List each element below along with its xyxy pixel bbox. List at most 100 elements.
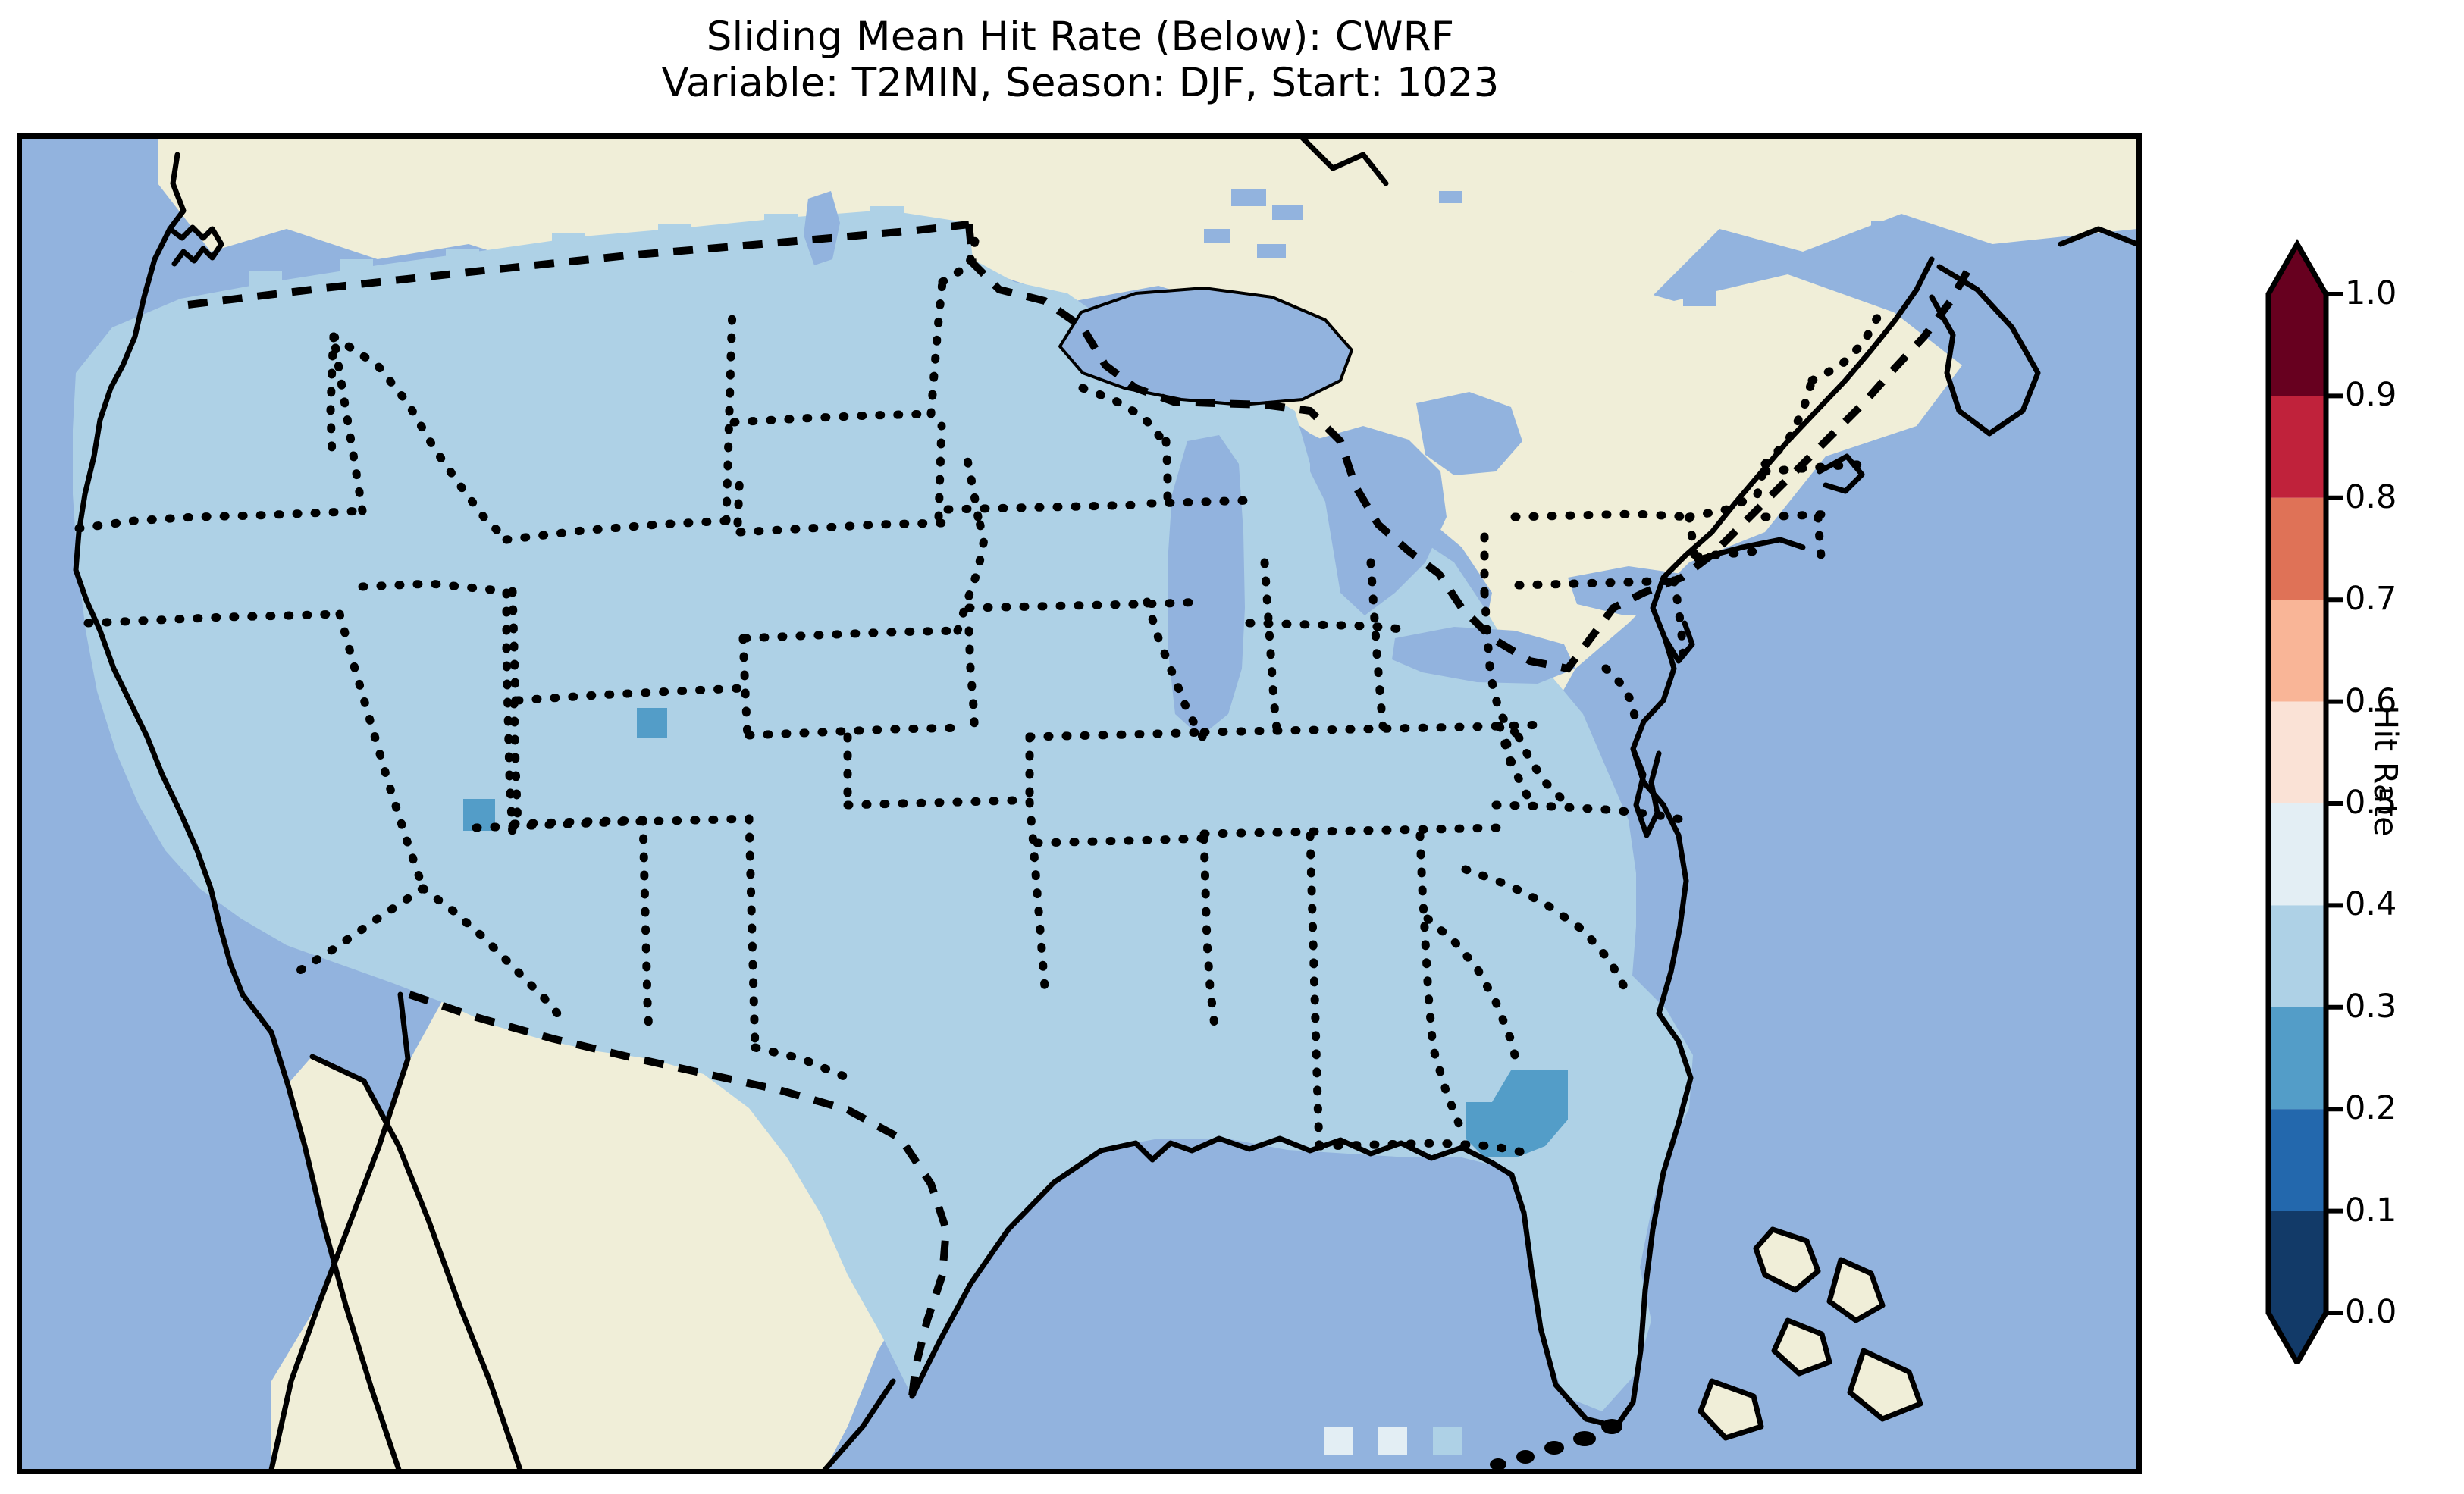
border-wa-id <box>326 332 338 461</box>
border-ny-vt <box>1685 459 1770 521</box>
title-line-1: Sliding Mean Hit Rate (Below): CWRF <box>706 14 1455 60</box>
border-nj-ny <box>1685 512 1700 567</box>
border-ms-al <box>1306 831 1324 1151</box>
cells-bin-0.2-0.3 <box>463 708 1568 1157</box>
georgian-bay <box>1416 392 1522 475</box>
coast-newfoundland-sw <box>2058 226 2137 247</box>
border-id-mt <box>329 332 511 544</box>
canada-land <box>158 138 2137 327</box>
cb-tick-label-3: 0.8 <box>2345 478 2397 516</box>
cb-band-0.1-0.2 <box>2268 1109 2326 1211</box>
small-canadian-lakes <box>1204 189 1897 306</box>
border-vt-nh <box>1760 376 1817 468</box>
border-de-md <box>1669 576 1688 658</box>
border-ma-ct <box>1760 509 1838 521</box>
coast-mexico-south <box>822 1378 896 1470</box>
border-nh-me <box>1807 308 1885 385</box>
border-ny-ct <box>1692 546 1770 561</box>
border-pa-ny <box>1510 509 1694 521</box>
border-nd-sd <box>729 409 936 427</box>
lake-superior <box>1060 288 1352 405</box>
border-mt-wy <box>502 516 731 544</box>
border-sc-ga <box>1423 914 1523 1075</box>
cb-band-0.8-0.9 <box>2268 396 2326 498</box>
cb-tick-label-6: 0.5 <box>2345 784 2397 822</box>
border-nd-mn <box>926 277 947 418</box>
border-wy-ut <box>508 587 520 705</box>
border-wa-or <box>74 506 367 533</box>
florida-keys <box>1490 1419 1622 1470</box>
border-or-ca <box>83 609 344 628</box>
cb-tick-label-9: 0.2 <box>2345 1089 2397 1127</box>
baja-peninsula-land <box>287 1055 522 1470</box>
border-us-mexico <box>408 991 951 1397</box>
cb-tick-label-11: 0.0 <box>2345 1293 2397 1331</box>
conus-bin-0.3-0.4 <box>73 210 1693 1411</box>
cb-tick-label-7: 0.4 <box>2345 885 2397 923</box>
border-wi-il <box>1146 496 1254 508</box>
border-mn-ia <box>943 500 1148 514</box>
coast-puget-sound <box>167 224 224 267</box>
title-line-2: Variable: T2MIN, Season: DJF, Start: 102… <box>661 60 1500 107</box>
border-id-nv <box>358 579 511 596</box>
colorbar-graphic <box>2265 238 2343 1364</box>
border-mo-il <box>1143 597 1207 741</box>
colorbar-bands <box>2268 294 2326 1313</box>
coast-chesapeake <box>1630 746 1662 838</box>
border-la-ms <box>1199 834 1220 1037</box>
coast-west <box>73 152 246 998</box>
border-tx-la <box>1025 797 1049 991</box>
lake-winnipeg <box>804 191 840 265</box>
cb-tick-label-1: 1.0 <box>2345 274 2397 312</box>
coast-east <box>1630 256 1935 1016</box>
coast-maritimes <box>1929 264 2041 437</box>
cb-extend-under <box>2268 1313 2326 1363</box>
colorbar-axis-label-text: Hit Rate <box>2366 705 2404 837</box>
colorbar[interactable]: 1.0 0.9 0.8 0.7 0.6 0.5 0.4 0.3 0.2 0.1 … <box>2256 227 2464 1364</box>
data-domain-layer <box>73 206 1693 1455</box>
border-ga-fl <box>1315 1139 1535 1158</box>
cb-tick-label-2: 0.9 <box>2345 376 2397 414</box>
border-md-va <box>1601 664 1641 730</box>
border-nm-tx <box>745 814 760 1052</box>
coast-canada-north <box>1299 138 1389 186</box>
domain-edge-cells <box>249 206 904 291</box>
cb-band-0.4-0.5 <box>2268 803 2326 906</box>
border-co-nm <box>472 814 754 832</box>
patch-south-carolina <box>1466 1070 1568 1157</box>
coast-bahamas <box>1698 1226 1923 1441</box>
border-ne-ia <box>953 512 989 635</box>
border-mi-wi-up <box>1078 384 1167 444</box>
figure-title: Sliding Mean Hit Rate (Below): CWRF Vari… <box>0 14 2161 107</box>
border-co-ks <box>738 634 752 741</box>
cells-bin-0.4-0.5 <box>1324 1427 1407 1455</box>
border-ks-ok <box>745 723 970 740</box>
border-il-in <box>1260 558 1281 734</box>
cb-extend-over <box>2268 244 2326 294</box>
border-nv-ut <box>502 588 517 840</box>
border-ne-ks <box>741 626 962 643</box>
border-ar-la <box>1033 834 1208 847</box>
border-ut-co <box>509 698 522 828</box>
coast-baja-east <box>309 1054 523 1470</box>
cb-band-0.2-0.3 <box>2268 1007 2326 1110</box>
cb-tick-label-4: 0.7 <box>2345 580 2397 618</box>
border-nc-sc <box>1461 865 1633 999</box>
border-al-ga <box>1415 831 1466 1135</box>
coastline-layer <box>73 138 2137 1470</box>
border-mi-oh <box>1245 619 1406 634</box>
border-va-wv <box>1514 732 1565 802</box>
map-plot-area[interactable] <box>17 133 2142 1474</box>
border-ct-ri <box>1814 512 1826 561</box>
border-sd-mn <box>934 421 946 521</box>
cb-band-0.5-0.6 <box>2268 701 2326 803</box>
lake-michigan <box>1168 435 1245 737</box>
border-mo-ks <box>964 626 980 741</box>
border-mn-canada-tail <box>938 224 983 287</box>
cb-tick-label-5: 0.6 <box>2345 682 2397 720</box>
country-border-layer <box>187 221 1973 1397</box>
border-sd-ne <box>735 518 947 537</box>
colorbar-axis-label: Hit Rate <box>2366 705 2404 836</box>
state-border-layer <box>74 224 1885 1158</box>
canada-east-land <box>1174 263 1962 858</box>
